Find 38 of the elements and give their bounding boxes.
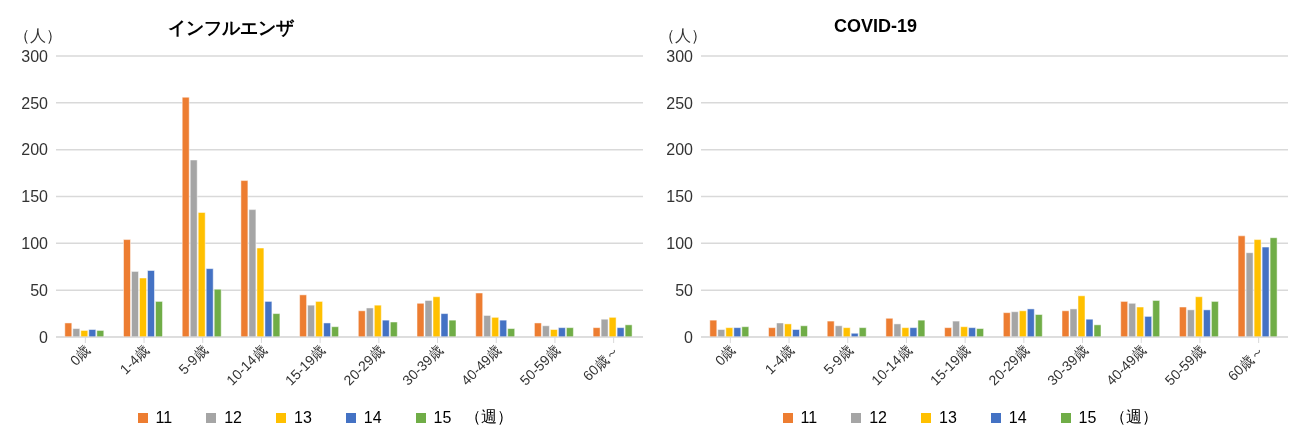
legend-label: 11 — [800, 408, 818, 427]
x-tick-label: 5-9歳 — [820, 341, 856, 378]
legend-label: 13 — [939, 408, 957, 427]
y-tick-label: 100 — [666, 235, 694, 253]
y-tick-label: 0 — [684, 328, 694, 346]
legend-label: 13 — [294, 408, 312, 427]
chart-title: インフルエンザ — [167, 18, 294, 38]
y-tick-label: 50 — [30, 281, 49, 299]
y-tick-label: 0 — [39, 328, 49, 346]
y-tick-label: 150 — [21, 188, 49, 206]
y-tick-label: 150 — [666, 188, 694, 206]
x-tick-label: 0歳 — [711, 341, 739, 369]
y-axis-title: （人） — [659, 26, 707, 46]
legend-label: 11 — [155, 408, 173, 427]
legend-title: （週） — [1110, 407, 1159, 427]
legend-title: （週） — [465, 407, 514, 427]
y-tick-label: 50 — [675, 281, 694, 299]
legend-label: 12 — [869, 408, 887, 427]
legend-label: 12 — [224, 408, 242, 427]
y-tick-label: 250 — [666, 94, 694, 112]
x-tick-label: 60歳～ — [1224, 341, 1267, 384]
x-tick-label: 1-4歳 — [116, 341, 153, 378]
x-tick-label: 0歳 — [66, 341, 94, 369]
legend-label: 15 — [433, 408, 452, 427]
chart-title: COVID-19 — [833, 16, 918, 36]
y-tick-label: 250 — [21, 94, 49, 112]
x-tick-label: 60歳～ — [579, 341, 622, 384]
legend-label: 14 — [363, 408, 382, 427]
y-tick-label: 300 — [21, 47, 49, 65]
y-tick-label: 300 — [666, 47, 694, 65]
y-axis-title: （人） — [14, 26, 62, 46]
legend-label: 14 — [1008, 408, 1027, 427]
y-tick-label: 200 — [21, 141, 49, 159]
y-tick-label: 100 — [21, 235, 49, 253]
y-tick-label: 200 — [666, 141, 694, 159]
legend-label: 15 — [1078, 408, 1097, 427]
x-tick-label: 5-9歳 — [175, 341, 211, 378]
x-tick-label: 1-4歳 — [761, 341, 798, 378]
